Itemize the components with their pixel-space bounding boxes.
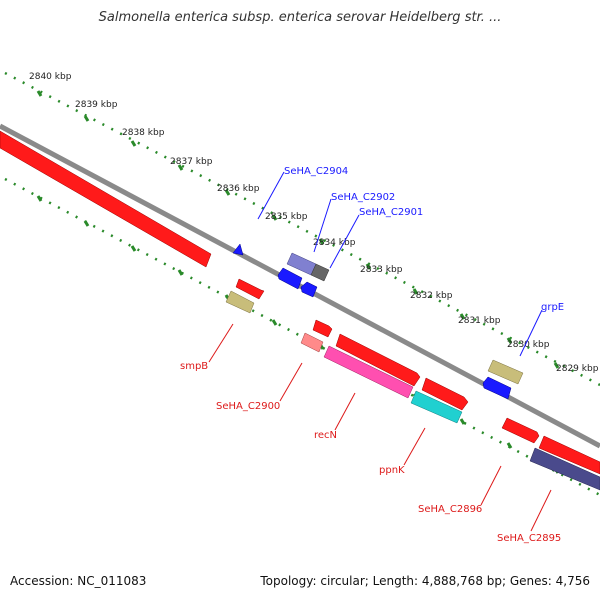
gene-label: SeHA_C2896 bbox=[418, 504, 482, 515]
gene-arrow bbox=[277, 267, 303, 290]
gene-SeHA_C2902-tail bbox=[310, 263, 330, 282]
lower-scale-line bbox=[4, 177, 600, 497]
gene-arrow bbox=[421, 377, 469, 411]
kbp-labels: 2840 kbp 2839 kbp 2838 kbp 2837 kbp 2836… bbox=[29, 72, 599, 374]
gene-smpB bbox=[225, 290, 255, 314]
gene-arrow bbox=[235, 278, 265, 300]
red-leader-lines bbox=[208, 323, 552, 532]
kbp-label: 2839 kbp bbox=[75, 100, 118, 110]
gene-arrow bbox=[335, 333, 421, 387]
gene-ppnK bbox=[410, 390, 463, 424]
kbp-label: 2835 kbp bbox=[265, 212, 308, 222]
gene-SeHA_C2895 bbox=[529, 447, 600, 491]
gene-grpE-olive bbox=[487, 359, 524, 385]
gene-label: smpB bbox=[180, 361, 208, 372]
accession-text: Accession: NC_011083 bbox=[10, 574, 147, 588]
kbp-label: 2838 kbp bbox=[122, 128, 165, 138]
gene-label: SeHA_C2904 bbox=[284, 166, 348, 177]
upper-major-ticks bbox=[36, 90, 560, 369]
red-gene-labels: smpB SeHA_C2900 recN ppnK SeHA_C2896 SeH… bbox=[180, 361, 561, 544]
gene-SeHA_C2896 bbox=[501, 417, 540, 444]
blue-gene-labels: SeHA_C2904 SeHA_C2902 SeHA_C2901 grpE bbox=[284, 166, 564, 313]
gene-label: SeHA_C2902 bbox=[331, 192, 395, 203]
kbp-label: 2830 kbp bbox=[507, 340, 550, 350]
kbp-label: 2837 kbp bbox=[170, 157, 213, 167]
upper-scale-line bbox=[4, 71, 600, 387]
gene-SeHA_C2900 bbox=[300, 332, 324, 353]
gene-label: SeHA_C2900 bbox=[216, 401, 280, 412]
gene-arrow bbox=[538, 435, 600, 475]
kbp-label: 2831 kbp bbox=[458, 316, 501, 326]
gene-recN bbox=[323, 345, 414, 399]
gene-features bbox=[0, 130, 600, 491]
gene-label: SeHA_C2901 bbox=[359, 207, 423, 218]
kbp-label: 2832 kbp bbox=[410, 291, 453, 301]
genome-stats-text: Topology: circular; Length: 4,888,768 bp… bbox=[260, 574, 590, 588]
kbp-label: 2829 kbp bbox=[556, 364, 599, 374]
gene-arrow bbox=[0, 130, 212, 268]
gene-SeHA_C2901 bbox=[300, 281, 318, 298]
gene-label: SeHA_C2895 bbox=[497, 533, 561, 544]
genome-title: Salmonella enterica subsp. enterica sero… bbox=[98, 10, 502, 25]
gene-arrow bbox=[312, 319, 333, 338]
kbp-label: 2836 kbp bbox=[217, 184, 260, 194]
gene-grpE bbox=[482, 376, 512, 400]
kbp-label: 2840 kbp bbox=[29, 72, 72, 82]
gene-label: ppnK bbox=[379, 465, 405, 476]
kbp-label: 2834 kbp bbox=[313, 238, 356, 248]
gene-SeHA_C2904 bbox=[232, 243, 244, 256]
blue-leader-lines bbox=[257, 171, 543, 357]
kbp-label: 2833 kbp bbox=[360, 265, 403, 275]
gene-label: grpE bbox=[541, 302, 564, 313]
gene-SeHA_C2902 bbox=[286, 252, 317, 276]
gene-label: recN bbox=[314, 430, 337, 441]
